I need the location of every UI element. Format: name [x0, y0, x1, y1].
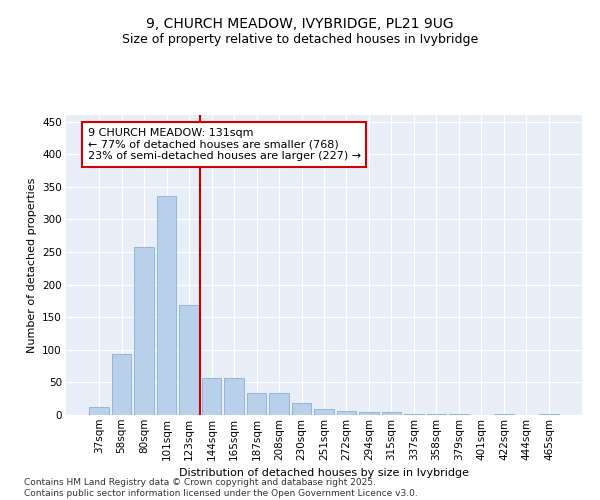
- Bar: [202, 378, 221, 415]
- Y-axis label: Number of detached properties: Number of detached properties: [26, 178, 37, 352]
- Text: Contains HM Land Registry data © Crown copyright and database right 2025.
Contai: Contains HM Land Registry data © Crown c…: [24, 478, 418, 498]
- Bar: [314, 409, 334, 415]
- Bar: [247, 394, 266, 415]
- Bar: [539, 414, 559, 415]
- Bar: [269, 394, 289, 415]
- Bar: [427, 414, 446, 415]
- Text: 9, CHURCH MEADOW, IVYBRIDGE, PL21 9UG: 9, CHURCH MEADOW, IVYBRIDGE, PL21 9UG: [146, 18, 454, 32]
- Bar: [224, 378, 244, 415]
- Bar: [292, 404, 311, 415]
- Bar: [494, 414, 514, 415]
- Bar: [404, 414, 424, 415]
- Bar: [157, 196, 176, 415]
- Bar: [179, 306, 199, 415]
- Text: 9 CHURCH MEADOW: 131sqm
← 77% of detached houses are smaller (768)
23% of semi-d: 9 CHURCH MEADOW: 131sqm ← 77% of detache…: [88, 128, 361, 161]
- X-axis label: Distribution of detached houses by size in Ivybridge: Distribution of detached houses by size …: [179, 468, 469, 478]
- Bar: [359, 412, 379, 415]
- Bar: [382, 412, 401, 415]
- Text: Size of property relative to detached houses in Ivybridge: Size of property relative to detached ho…: [122, 32, 478, 46]
- Bar: [89, 406, 109, 415]
- Bar: [337, 411, 356, 415]
- Bar: [112, 354, 131, 415]
- Bar: [134, 246, 154, 415]
- Bar: [449, 414, 469, 415]
